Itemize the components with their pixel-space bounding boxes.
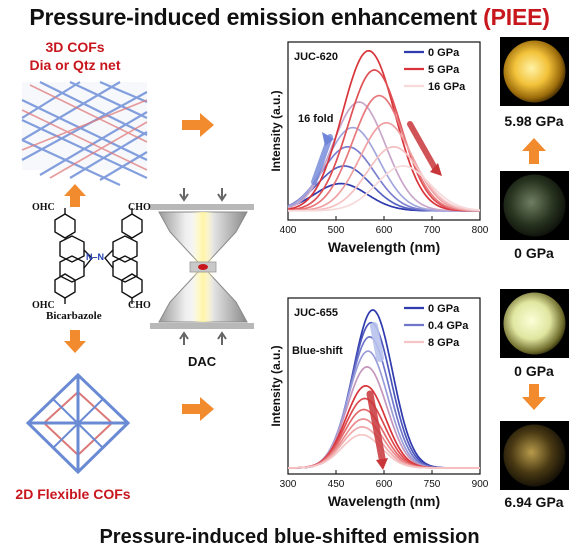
top-title: Pressure-induced emission enhancement (P…	[0, 4, 579, 31]
decrease-arrow	[366, 390, 386, 462]
series-line-6	[287, 69, 481, 212]
decrease-arrow-head	[376, 458, 388, 470]
molecule-name: Bicarbazole	[46, 310, 102, 322]
cof3d-label: 3D COFs Dia or Qtz net	[20, 38, 130, 74]
x-tick-label: 900	[472, 479, 489, 490]
x-tick-label: 500	[328, 225, 345, 236]
photo-top-high-label: 5.98 GPa	[504, 113, 564, 129]
x-tick-label: 300	[280, 479, 297, 490]
series-line-7	[288, 94, 480, 212]
series-group	[287, 49, 481, 212]
legend-label: 5 GPa	[428, 64, 460, 76]
top-title-acronym: (PIEE)	[483, 4, 550, 30]
cof2d-network	[25, 372, 131, 475]
bicarbazole-molecule	[54, 208, 143, 304]
photo-bottom-low-label: 0 GPa	[514, 363, 554, 379]
cof3d-label-line2: Dia or Qtz net	[29, 57, 121, 73]
top-title-text: Pressure-induced emission enhancement	[29, 4, 477, 30]
molecule-group-tr: CHO	[128, 202, 151, 213]
x-tick-label: 750	[424, 479, 441, 490]
dac-label: DAC	[188, 354, 217, 369]
y-axis-label: Intensity (a.u.)	[269, 345, 283, 426]
legend-label: 0.4 GPa	[428, 320, 469, 332]
annotation-text: 16 fold	[298, 113, 333, 125]
redshift-arrow-head	[430, 163, 442, 176]
chart-juc655: 300 450 600 750 900 Wavelength (nm) Intensity …	[254, 292, 494, 524]
x-tick-label: 450	[328, 479, 345, 490]
increase-arrow	[311, 134, 333, 185]
series-line-9	[288, 145, 481, 212]
x-tick-label: 700	[424, 225, 441, 236]
x-axis-label: Wavelength (nm)	[328, 493, 440, 509]
blueshift-arrow	[370, 322, 384, 362]
legend-label: 8 GPa	[428, 337, 460, 349]
y-axis-label: Intensity (a.u.)	[269, 90, 283, 171]
x-tick-label: 600	[376, 225, 393, 236]
x-tick-label: 600	[376, 479, 393, 490]
photo-top-low-label: 0 GPa	[514, 245, 554, 261]
series-line-4	[287, 101, 480, 212]
series-line-10	[288, 165, 480, 212]
redshift-arrow	[407, 121, 439, 173]
molecule-nn-bond: N–N	[86, 252, 105, 262]
diamond-anvil-cell	[150, 188, 256, 345]
cof3d-network	[21, 80, 148, 186]
chart-title: JUC-655	[294, 307, 338, 319]
annotation-text: Blue-shift	[292, 345, 343, 357]
legend-label: 16 GPa	[428, 81, 466, 93]
legend-label: 0 GPa	[428, 303, 460, 315]
legend-label: 0 GPa	[428, 47, 460, 59]
x-tick-label: 400	[280, 225, 297, 236]
x-tick-label: 800	[472, 225, 489, 236]
molecule-group-bl: OHC	[32, 300, 55, 311]
molecule-group-tl: OHC	[32, 202, 55, 213]
cof2d-label: 2D Flexible COFs	[15, 486, 131, 502]
photo-bottom-high-label: 6.94 GPa	[504, 494, 564, 510]
chart-title: JUC-620	[294, 51, 338, 63]
chart-juc620: 400 500 600 700 800 Wavelength (nm) Intensity …	[254, 34, 494, 284]
process-arrows	[64, 113, 546, 421]
series-line-8	[288, 121, 480, 212]
cof3d-label-line1: 3D COFs	[45, 39, 105, 55]
molecule-group-br: CHO	[128, 300, 151, 311]
x-axis-label: Wavelength (nm)	[328, 239, 440, 255]
series-line-5	[287, 49, 480, 212]
series-group	[288, 309, 480, 469]
increase-arrow-head	[322, 132, 334, 146]
bottom-title: Pressure-induced blue-shifted emission	[99, 526, 480, 548]
